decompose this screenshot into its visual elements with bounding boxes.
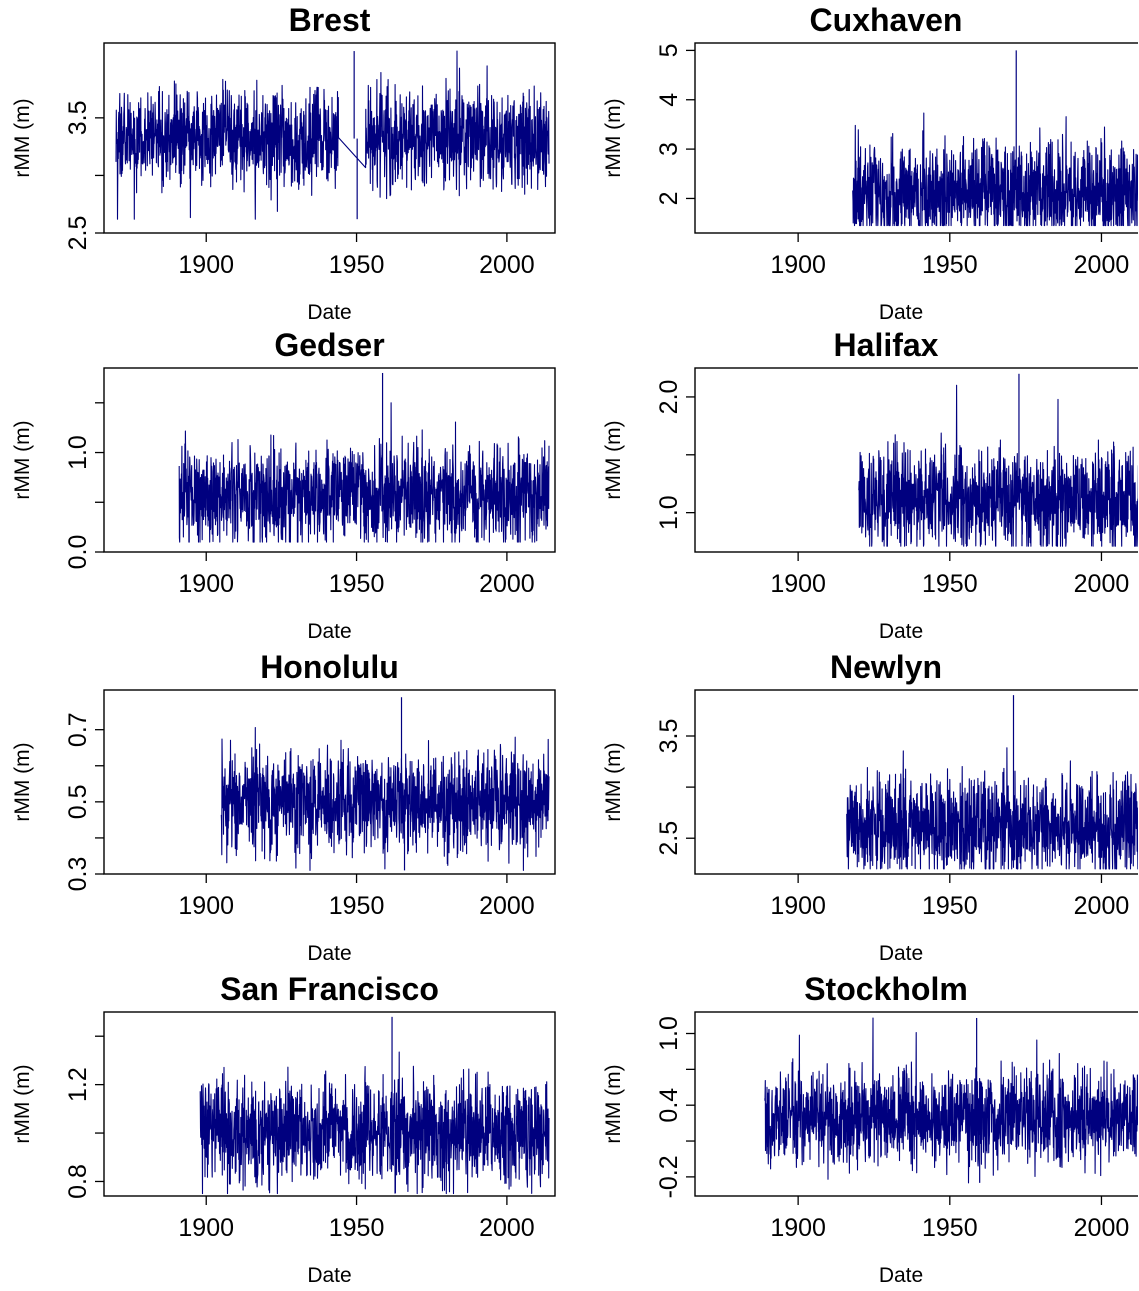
y-axis-label: rMM (m) (11, 420, 34, 499)
panel-title: San Francisco (220, 971, 439, 1007)
x-tick-label: 2000 (1074, 570, 1130, 598)
series-line (220, 726, 550, 871)
x-tick-label: 1950 (922, 1214, 978, 1242)
panel-title: Gedser (274, 327, 384, 363)
x-tick-label: 1900 (178, 570, 234, 598)
x-tick-label: 1950 (329, 892, 385, 920)
plot-frame (694, 1011, 1138, 1197)
x-tick-label: 2000 (479, 892, 535, 920)
series-line (764, 1017, 1138, 1184)
x-tick-label: 1950 (329, 251, 385, 279)
x-tick-label: 2000 (479, 570, 535, 598)
plot-frame (694, 367, 1138, 553)
panel-san-francisco: San Francisco 1900 1950 2000 0.8 1.2 Date rMM (… (11, 971, 556, 1286)
y-tick-label: 2 (655, 192, 683, 206)
plot-frame (103, 689, 556, 875)
x-tick-label: 1900 (770, 570, 826, 598)
panel-honolulu: Honolulu 1900 1950 2000 0.3 0.5 0.7 Date rMM (m) (11, 649, 556, 965)
x-tick-label: 2000 (479, 251, 535, 279)
panel-title: Newlyn (830, 649, 942, 685)
y-tick-label: 0.5 (64, 784, 92, 819)
x-tick-label: 1950 (329, 570, 385, 598)
x-axis-label: Date (307, 301, 351, 324)
y-tick-label: 3.5 (64, 100, 92, 135)
x-tick-label: 1950 (922, 251, 978, 279)
y-axis-label: rMM (m) (602, 1064, 625, 1143)
y-axis-label: rMM (m) (602, 742, 625, 821)
series-line (115, 50, 550, 220)
panel-gedser: Gedser 1900 1950 2000 0.0 1.0 Date rMM (m) (11, 327, 556, 643)
y-tick-label: 4 (655, 93, 683, 107)
y-tick-label: 2.0 (655, 380, 683, 415)
plot-frame (103, 367, 556, 553)
y-tick-label: -0.2 (655, 1155, 683, 1198)
y-tick-label: 1.0 (655, 495, 683, 530)
x-tick-label: 1950 (922, 892, 978, 920)
y-tick-label: 0.3 (64, 857, 92, 892)
x-axis-label: Date (879, 620, 923, 643)
series-line (178, 402, 550, 543)
panel-title: Halifax (834, 327, 939, 363)
y-tick-label: 0.8 (64, 1164, 92, 1199)
plot-frame (103, 1011, 556, 1197)
x-tick-label: 2000 (1074, 1214, 1130, 1242)
x-tick-label: 1900 (178, 892, 234, 920)
y-tick-label: 1.0 (64, 435, 92, 470)
x-axis-label: Date (307, 1264, 351, 1286)
x-tick-label: 2000 (479, 1214, 535, 1242)
x-tick-label: 1900 (770, 251, 826, 279)
x-tick-label: 1900 (178, 1214, 234, 1242)
x-axis-label: Date (879, 1264, 923, 1286)
y-tick-label: 1.2 (64, 1067, 92, 1102)
plot-frame (694, 689, 1138, 875)
y-tick-label: 2.5 (655, 821, 683, 856)
y-axis-label: rMM (m) (602, 98, 625, 177)
panel-newlyn: Newlyn 1900 1950 2000 2.5 3.5 Date rMM (m) (602, 649, 1138, 965)
y-tick-label: 3.5 (655, 719, 683, 754)
x-axis-label: Date (307, 942, 351, 965)
panel-cuxhaven: Cuxhaven 1900 1950 2000 2 3 4 5 Date rMM (m) (602, 2, 1138, 324)
x-tick-label: 1950 (922, 570, 978, 598)
x-tick-label: 2000 (1074, 251, 1130, 279)
x-tick-label: 2000 (1074, 892, 1130, 920)
panel-brest: Brest 1900 1950 2000 2.5 3.5 Date rMM (m) (11, 2, 556, 324)
panel-title: Stockholm (804, 971, 968, 1007)
series-line (852, 112, 1138, 227)
x-axis-label: Date (879, 942, 923, 965)
y-axis-label: rMM (m) (11, 98, 34, 177)
series-line (199, 1051, 550, 1195)
y-tick-label: 0.4 (655, 1088, 683, 1123)
panel-title: Cuxhaven (810, 2, 963, 38)
y-tick-label: 0.7 (64, 712, 92, 747)
x-axis-label: Date (307, 620, 351, 643)
panel-title: Brest (289, 2, 371, 38)
panel-stockholm: Stockholm 1900 1950 2000 -0.2 0.4 1.0 Date rMM (… (602, 971, 1138, 1286)
y-tick-label: 1.0 (655, 1016, 683, 1051)
panel-title: Honolulu (260, 649, 399, 685)
panel-halifax: Halifax 1900 1950 2000 1.0 2.0 Date rMM (m) (602, 327, 1138, 643)
y-tick-label: 5 (655, 43, 683, 57)
y-axis-label: rMM (m) (11, 1064, 34, 1143)
plot-frame (694, 42, 1138, 234)
plot-frame (103, 42, 556, 234)
y-tick-label: 2.5 (64, 216, 92, 251)
x-tick-label: 1950 (329, 1214, 385, 1242)
series-line (858, 384, 1138, 547)
x-tick-label: 1900 (770, 1214, 826, 1242)
x-axis-label: Date (879, 301, 923, 324)
y-tick-label: 3 (655, 142, 683, 156)
y-axis-label: rMM (m) (11, 742, 34, 821)
series-line (846, 747, 1138, 870)
x-tick-label: 1900 (178, 251, 234, 279)
y-axis-label: rMM (m) (602, 420, 625, 499)
x-tick-label: 1900 (770, 892, 826, 920)
y-tick-label: 0.0 (64, 535, 92, 570)
